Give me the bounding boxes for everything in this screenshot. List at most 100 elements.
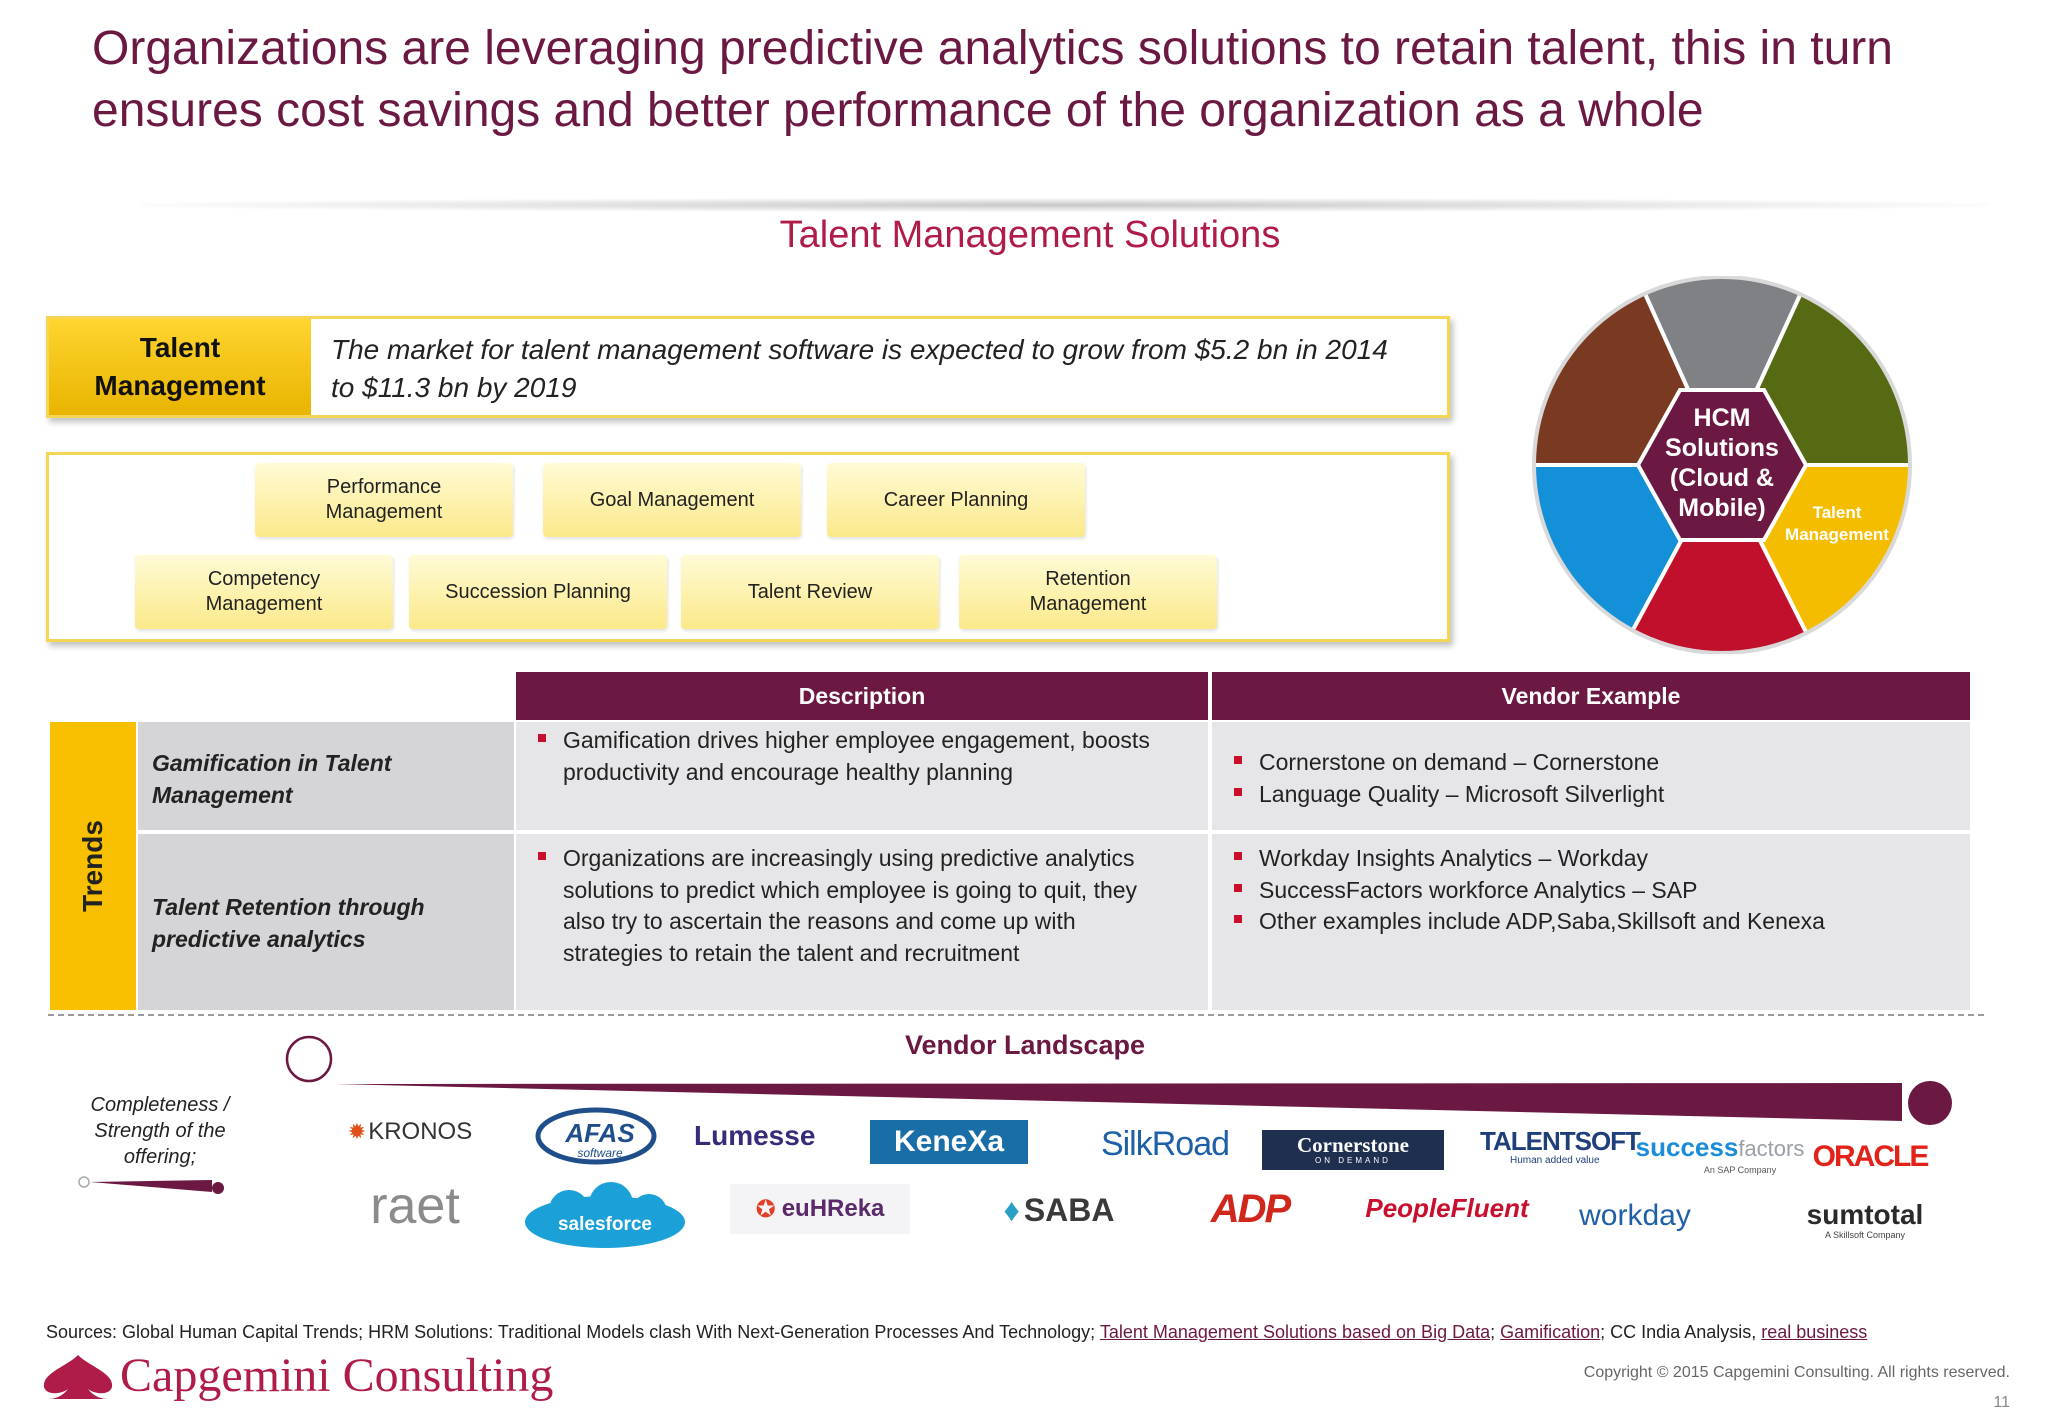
logo-sumtotal: sumtotal A Skillsoft Company bbox=[1790, 1192, 1940, 1248]
logo-lumesse: Lumesse bbox=[694, 1120, 816, 1151]
pill-line: Succession Planning bbox=[445, 580, 631, 603]
wheel-segment-label-line-1: Talent bbox=[1813, 503, 1862, 522]
wheel-center-line-2: Solutions bbox=[1665, 434, 1779, 462]
mini-wedge-icon bbox=[78, 1176, 224, 1194]
solution-retention-management: Retention Management bbox=[959, 555, 1217, 629]
trend-name-cell bbox=[138, 834, 514, 1010]
description-list-retention: Organizations are increasingly using pre… bbox=[534, 843, 1204, 969]
logo-subtext: ON DEMAND bbox=[1315, 1156, 1391, 1165]
description-line: also try to ascertain the reasons and co… bbox=[563, 908, 1076, 934]
logo-text: workday bbox=[1579, 1199, 1691, 1232]
wheel-center-line-4: Mobile) bbox=[1678, 494, 1766, 522]
logo-text: sumtotal bbox=[1806, 1198, 1924, 1230]
logo-oracle: ORACLE bbox=[1812, 1140, 1930, 1173]
talent-management-market-text: The market for talent management softwar… bbox=[331, 331, 1441, 407]
sources-line: Sources: Global Human Capital Trends; HR… bbox=[46, 1322, 2006, 1343]
trend-name-gamification: Gamification in Talent Management bbox=[152, 747, 492, 811]
logo-kenexa: KeneXa bbox=[870, 1120, 1028, 1164]
wedge-bar bbox=[336, 1083, 1902, 1121]
tm-label-line-2: Management bbox=[94, 370, 266, 401]
trend-name-line: predictive analytics bbox=[152, 926, 366, 952]
trend-vendor-cell bbox=[1212, 834, 1970, 1010]
solution-talent-review: Talent Review bbox=[681, 555, 939, 629]
list-item: Language Quality – Microsoft Silverlight bbox=[1230, 779, 1960, 811]
trend-description-cell bbox=[516, 722, 1208, 830]
pill-line: Goal Management bbox=[589, 488, 755, 511]
logo-afas: AFAS software bbox=[534, 1104, 664, 1168]
source-link-gamification[interactable]: Gamification bbox=[1500, 1322, 1601, 1342]
header-description: Description bbox=[516, 672, 1208, 720]
wheel-center-line-1: HCM bbox=[1694, 404, 1751, 432]
pill-line: Management bbox=[325, 501, 443, 523]
section-subtitle: Talent Management Solutions bbox=[779, 214, 1281, 256]
description-line: Gamification drives higher employee enga… bbox=[563, 727, 1150, 753]
wedge-end-circle bbox=[1908, 1081, 1952, 1125]
solutions-panel: Performance Management Goal Management Ca… bbox=[46, 452, 1450, 642]
logo-talentsoft: TALENTSOFT Human added value bbox=[1480, 1124, 1641, 1170]
logo-subtext: An SAP Company bbox=[1703, 1165, 1777, 1175]
wedge-start-circle bbox=[285, 1035, 333, 1083]
axis-label-line: offering; bbox=[123, 1146, 197, 1168]
tm-text-line-1: The market for talent management softwar… bbox=[331, 334, 1388, 365]
trend-name-retention: Talent Retention through predictive anal… bbox=[152, 891, 492, 955]
logo-text: SABA bbox=[1023, 1191, 1115, 1228]
logo-salesforce: salesforce bbox=[514, 1182, 696, 1256]
solution-career-planning: Career Planning bbox=[827, 463, 1085, 537]
trend-name-cell bbox=[138, 722, 514, 830]
company-name: Capgemini Consulting bbox=[120, 1349, 554, 1402]
description-line: strategies to retain the talent and recr… bbox=[563, 939, 1020, 966]
list-item: Gamification drives higher employee enga… bbox=[534, 725, 1204, 788]
logo-subtext: software bbox=[577, 1146, 623, 1160]
source-link-real-business[interactable]: real business bbox=[1761, 1322, 1868, 1342]
solution-performance-management: Performance Management bbox=[255, 463, 513, 537]
euhreka-star-icon: ✪ bbox=[755, 1195, 776, 1223]
list-item: SuccessFactors workforce Analytics – SAP bbox=[1230, 875, 1960, 907]
page-title: Organizations are leveraging predictive … bbox=[92, 18, 1972, 142]
trends-side-strip bbox=[50, 722, 136, 1010]
list-item: Organizations are increasingly using pre… bbox=[534, 843, 1204, 969]
page-number: 11 bbox=[1993, 1394, 2010, 1411]
talent-management-banner: Talent Management The market for talent … bbox=[46, 316, 1450, 418]
title-line-1: Organizations are leveraging predictive … bbox=[92, 22, 1893, 75]
title-line-2: ensures cost savings and better performa… bbox=[92, 84, 1704, 137]
logo-peoplefluent: PeopleFluent bbox=[1356, 1180, 1538, 1236]
solution-goal-management: Goal Management bbox=[543, 463, 801, 537]
completeness-wedge bbox=[285, 1035, 1952, 1125]
trend-description-cell bbox=[516, 834, 1208, 1010]
sources-prefix: Sources: Global Human Capital Trends; HR… bbox=[46, 1322, 1100, 1342]
logo-text: factors bbox=[1738, 1136, 1805, 1161]
logo-text: euHReka bbox=[781, 1195, 885, 1222]
logo-text: KRONOS bbox=[368, 1118, 473, 1145]
saba-drop-icon: ♦ bbox=[1003, 1191, 1020, 1228]
pill-line: Management bbox=[205, 593, 323, 615]
trend-name-line: Talent Retention through bbox=[152, 894, 425, 920]
logo-cornerstone: Cornerstone ON DEMAND bbox=[1262, 1130, 1444, 1170]
description-line: productivity and encourage healthy plann… bbox=[563, 758, 1014, 785]
logo-subtext: Human added value bbox=[1510, 1155, 1600, 1166]
logo-euhreka: ✪ euHReka bbox=[730, 1184, 910, 1234]
trends-label-text: Trends bbox=[77, 820, 108, 912]
pill-line: Competency bbox=[207, 568, 321, 590]
talent-management-label: Talent Management bbox=[49, 319, 311, 415]
wheel-segment-label-line-2: Management bbox=[1785, 525, 1889, 544]
pill-line: Retention bbox=[1045, 568, 1131, 590]
trend-name-line: Gamification in Talent bbox=[152, 750, 392, 776]
logo-adp: ADP bbox=[1210, 1186, 1291, 1231]
list-item: Other examples include ADP,Saba,Skillsof… bbox=[1230, 906, 1960, 938]
logo-subtext: A Skillsoft Company bbox=[1824, 1229, 1906, 1240]
title-divider-shadow bbox=[140, 198, 1990, 212]
spade-icon bbox=[43, 1354, 113, 1399]
pill-line: Career Planning bbox=[883, 488, 1029, 511]
trends-side-label: Trends bbox=[50, 722, 136, 1010]
logo-text: PeopleFluent bbox=[1365, 1192, 1529, 1223]
sources-separator: ; bbox=[1490, 1322, 1501, 1342]
vendor-landscape-title: Vendor Landscape bbox=[904, 1030, 1146, 1060]
pill-line: Management bbox=[1029, 593, 1147, 615]
source-link-big-data[interactable]: Talent Management Solutions based on Big… bbox=[1099, 1322, 1491, 1342]
solution-competency-management: Competency Management bbox=[135, 555, 393, 629]
completeness-axis-label: Completeness / Strength of the offering; bbox=[70, 1092, 250, 1170]
pill-line: Performance bbox=[326, 476, 442, 498]
description-line: Organizations are increasingly using pre… bbox=[563, 845, 1135, 871]
section-divider bbox=[48, 1014, 1984, 1016]
axis-label-line: Completeness / bbox=[90, 1094, 230, 1116]
